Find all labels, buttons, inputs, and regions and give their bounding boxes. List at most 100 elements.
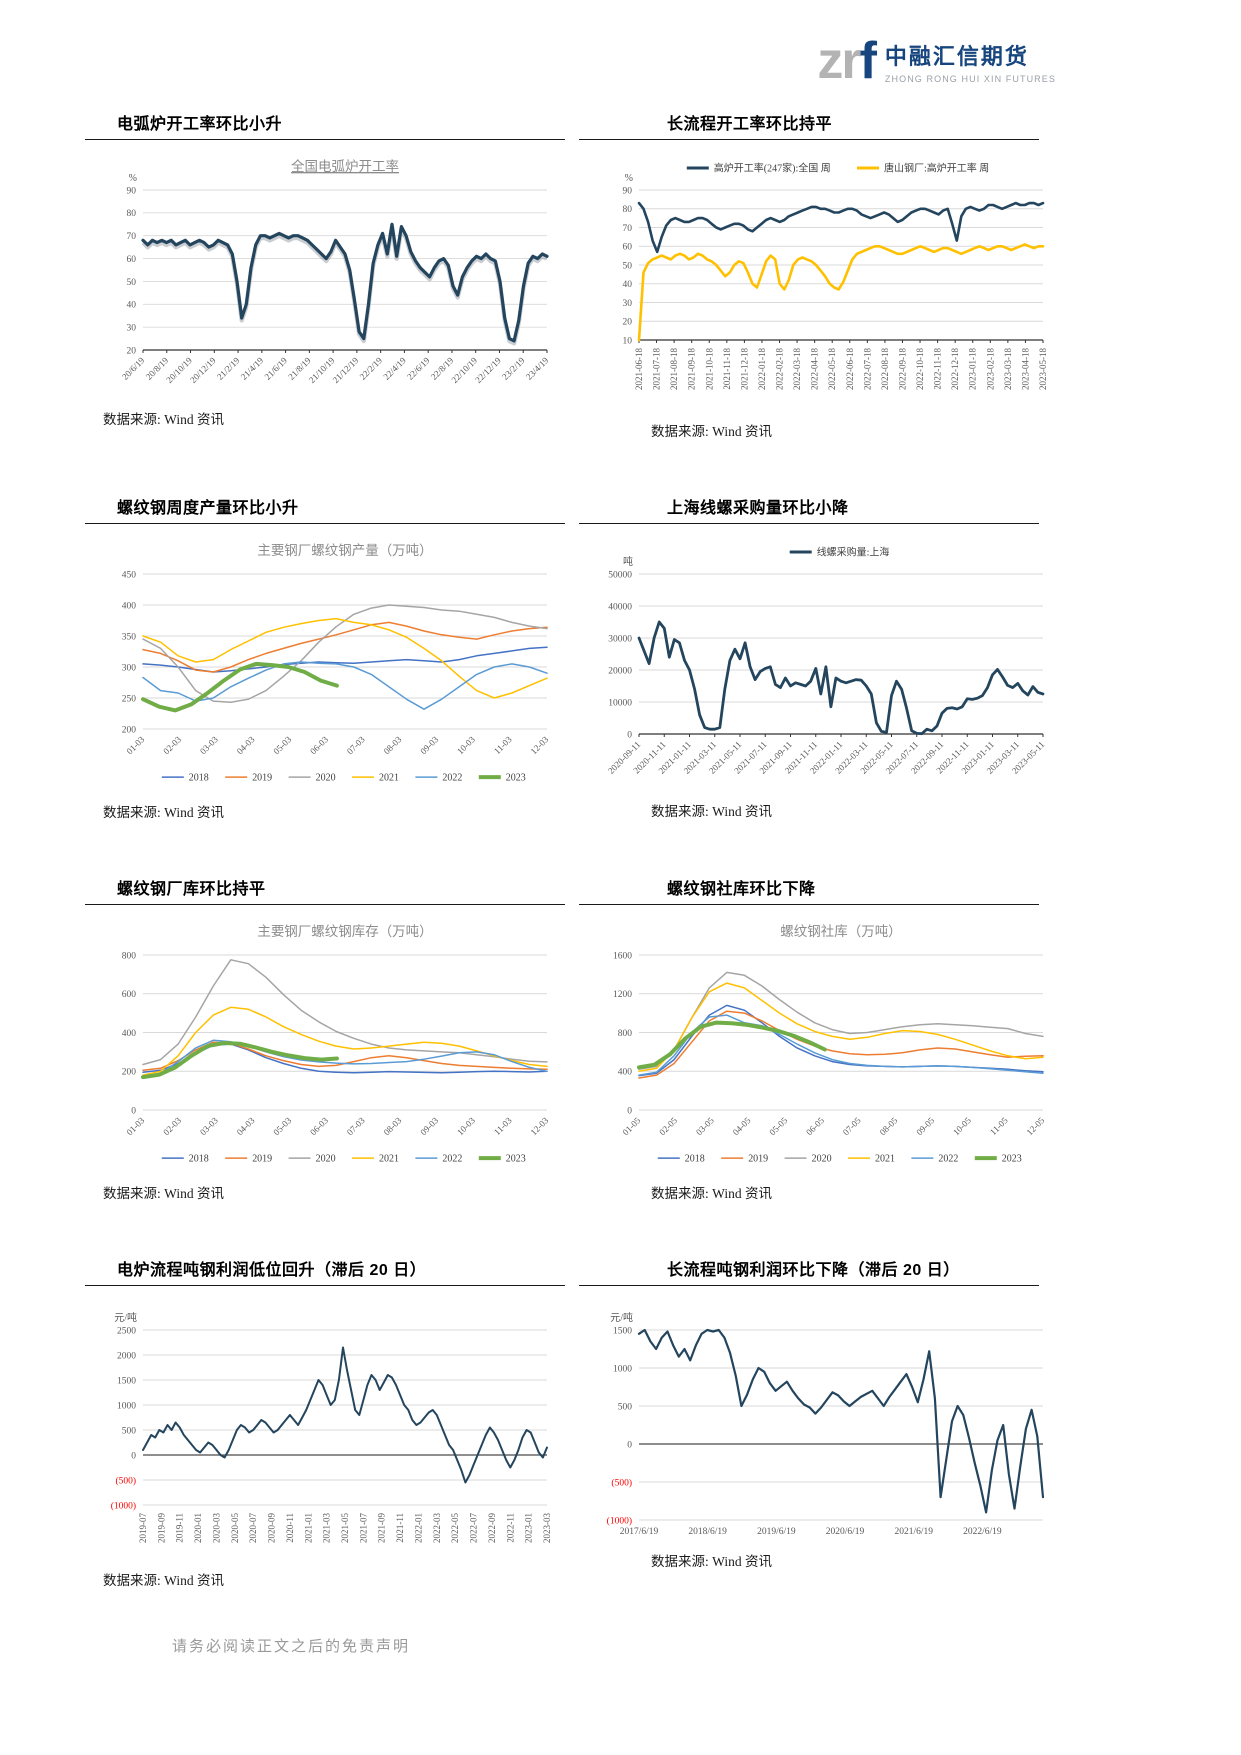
svg-text:05-05: 05-05 xyxy=(767,1115,789,1137)
logo-zr: zr xyxy=(817,32,861,90)
svg-text:20/6/19: 20/6/19 xyxy=(120,355,147,382)
data-source-caption: 数据来源: Wind 资讯 xyxy=(651,804,772,820)
svg-text:20: 20 xyxy=(127,346,137,356)
svg-text:80: 80 xyxy=(127,209,137,219)
svg-text:(500): (500) xyxy=(115,1476,136,1487)
chart-section-bf-rate: 长流程开工率环比持平 10 20 30 40 50 60 70 80 90 2021-06-18 2… xyxy=(579,110,1048,440)
svg-text:21/12/19: 21/12/19 xyxy=(331,355,361,385)
svg-text:11-03: 11-03 xyxy=(492,1115,514,1137)
heading-rule xyxy=(85,139,565,140)
svg-text:2018: 2018 xyxy=(685,1154,705,1165)
svg-text:2021/6/19: 2021/6/19 xyxy=(894,1527,933,1537)
svg-text:06-03: 06-03 xyxy=(308,1115,330,1137)
svg-text:07-03: 07-03 xyxy=(345,734,367,756)
data-source-caption: 数据来源: Wind 资讯 xyxy=(103,412,224,428)
svg-text:2021: 2021 xyxy=(379,1154,399,1165)
svg-text:05-03: 05-03 xyxy=(271,1115,293,1137)
svg-text:23/2/19: 23/2/19 xyxy=(500,355,527,382)
svg-text:30000: 30000 xyxy=(608,634,632,644)
chart-section-social-inventory: 螺纹钢社库环比下降 0 400 800 1200 1600 01-05 02-05 03-05… xyxy=(579,875,1047,1202)
svg-text:01-03: 01-03 xyxy=(125,734,147,756)
svg-text:10-03: 10-03 xyxy=(455,1115,477,1137)
svg-text:2022-03-18: 2022-03-18 xyxy=(792,348,802,390)
svg-text:2022-04-18: 2022-04-18 xyxy=(810,348,820,390)
svg-text:(1000): (1000) xyxy=(607,1516,632,1527)
svg-text:60: 60 xyxy=(623,243,633,253)
svg-text:2022: 2022 xyxy=(442,773,462,784)
svg-text:400: 400 xyxy=(122,601,136,611)
heading-rule xyxy=(85,904,565,906)
svg-text:2021-10-18: 2021-10-18 xyxy=(704,348,714,390)
svg-text:2019-11: 2019-11 xyxy=(175,1513,185,1543)
svg-text:唐山钢厂:高炉开工率 周: 唐山钢厂:高炉开工率 周 xyxy=(884,162,989,175)
svg-text:2023-01-18: 2023-01-18 xyxy=(968,348,978,390)
svg-text:300: 300 xyxy=(122,663,136,673)
mill-inventory-chart: 0 200 400 600 800 01-03 02-03 03-03 04-03 05-03 06… xyxy=(97,919,565,1176)
svg-text:2022-07: 2022-07 xyxy=(469,1513,479,1543)
eaf-profit-chart: (1000) (500) 0 500 1000 1500 2000 2500 2019-07 20… xyxy=(97,1300,565,1562)
svg-text:2021-03: 2021-03 xyxy=(322,1513,332,1543)
svg-text:2021-09: 2021-09 xyxy=(377,1513,387,1543)
svg-text:1000: 1000 xyxy=(613,1365,632,1375)
section-heading: 长流程开工率环比持平 xyxy=(667,116,833,133)
svg-text:2022-06-18: 2022-06-18 xyxy=(845,348,855,390)
svg-text:10000: 10000 xyxy=(608,698,632,708)
svg-text:2021-07-18: 2021-07-18 xyxy=(652,348,662,390)
svg-text:1600: 1600 xyxy=(613,951,632,961)
svg-text:0: 0 xyxy=(131,1452,136,1462)
svg-text:2021-06-18: 2021-06-18 xyxy=(634,348,644,390)
rebar-output-chart: 200 250 300 350 400 450 01-03 02-03 03-03 04-03 05… xyxy=(97,538,565,795)
svg-text:21/6/19: 21/6/19 xyxy=(263,355,290,382)
svg-text:03-03: 03-03 xyxy=(198,734,220,756)
svg-text:90: 90 xyxy=(623,186,633,196)
chart-section-eaf-profit: 电炉流程吨钢利润低位回升（滞后 20 日） (1000) (500) 0 500 100… xyxy=(85,1256,565,1588)
section-heading: 上海线螺采购量环比小降 xyxy=(667,500,849,517)
svg-text:20/12/19: 20/12/19 xyxy=(188,355,218,385)
svg-text:2022-12-18: 2022-12-18 xyxy=(950,348,960,390)
svg-text:%: % xyxy=(625,173,633,184)
svg-text:70: 70 xyxy=(623,224,633,234)
svg-text:2020: 2020 xyxy=(812,1154,832,1165)
svg-text:2019/6/19: 2019/6/19 xyxy=(757,1527,796,1537)
svg-text:2018: 2018 xyxy=(189,773,209,784)
data-source-caption: 数据来源: Wind 资讯 xyxy=(103,1572,224,1588)
svg-text:2022: 2022 xyxy=(442,1154,462,1165)
social-inventory-chart: 0 400 800 1200 1600 01-05 02-05 03-05 04-05 05-05… xyxy=(593,919,1047,1176)
svg-text:21/2/19: 21/2/19 xyxy=(215,355,242,382)
bf-profit-chart: (1000) (500) 0 500 1000 1500 2017/6/19 2018/6/1… xyxy=(593,1300,1045,1544)
svg-text:80: 80 xyxy=(623,205,633,215)
section-heading: 电弧炉开工率环比小升 xyxy=(117,116,283,133)
svg-text:2021-05: 2021-05 xyxy=(340,1513,350,1543)
chart-section-rebar-output: 螺纹钢周度产量环比小升 200 250 300 350 400 450 01-03 02-03… xyxy=(85,494,565,821)
svg-text:元/吨: 元/吨 xyxy=(610,1311,633,1324)
page-header: zrf 中融汇信期货 ZHONG RONG HUI XIN FUTURES xyxy=(0,0,1241,104)
svg-text:2022-11: 2022-11 xyxy=(505,1513,515,1543)
svg-text:0: 0 xyxy=(627,1441,632,1451)
svg-text:04-03: 04-03 xyxy=(235,734,257,756)
heading-rule xyxy=(579,1285,1039,1287)
section-heading: 长流程吨钢利润环比下降（滞后 20 日） xyxy=(667,1262,960,1280)
data-source-caption: 数据来源: Wind 资讯 xyxy=(103,805,224,821)
svg-text:09-03: 09-03 xyxy=(418,1115,440,1137)
svg-text:22/4/19: 22/4/19 xyxy=(381,355,408,382)
svg-text:高炉开工率(247家):全国 周: 高炉开工率(247家):全国 周 xyxy=(714,162,831,175)
svg-text:2022-01: 2022-01 xyxy=(413,1513,423,1543)
svg-text:10: 10 xyxy=(623,336,633,346)
heading-rule xyxy=(579,139,1039,140)
svg-text:2021-01: 2021-01 xyxy=(303,1513,313,1543)
svg-text:2019: 2019 xyxy=(252,773,272,784)
svg-text:22/12/19: 22/12/19 xyxy=(473,355,503,385)
svg-text:600: 600 xyxy=(122,990,136,1000)
svg-text:1500: 1500 xyxy=(613,1327,632,1337)
data-source-caption: 数据来源: Wind 资讯 xyxy=(651,1554,772,1570)
svg-text:2017/6/19: 2017/6/19 xyxy=(620,1527,659,1537)
charts-grid: 电弧炉开工率环比小升 20 30 40 50 60 70 80 90 20/6/19 20/8/1… xyxy=(0,110,1241,1589)
svg-text:1200: 1200 xyxy=(613,990,632,1000)
svg-text:400: 400 xyxy=(618,1068,632,1078)
svg-text:2022-01-18: 2022-01-18 xyxy=(757,348,767,390)
svg-text:元/吨: 元/吨 xyxy=(114,1311,137,1324)
svg-text:07-05: 07-05 xyxy=(841,1115,863,1137)
svg-text:50: 50 xyxy=(127,278,137,288)
disclaimer: 请务必阅读正文之后的免责声明 xyxy=(172,1638,411,1655)
svg-text:1000: 1000 xyxy=(117,1402,136,1412)
